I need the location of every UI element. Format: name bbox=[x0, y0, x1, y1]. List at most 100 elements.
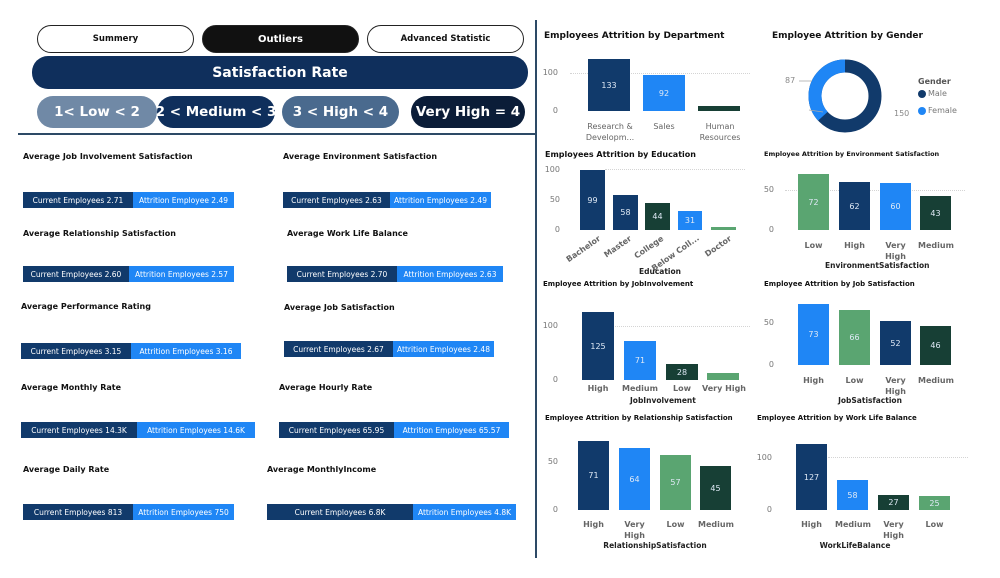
x-label: Bachelor bbox=[564, 234, 603, 265]
current-employees-value: Current Employees 2.70 bbox=[287, 266, 397, 282]
female-count-label: 87 bbox=[785, 76, 796, 85]
bar-human-resources[interactable] bbox=[698, 106, 740, 111]
bar-high[interactable]: 125 bbox=[582, 312, 614, 380]
metric-title: Average MonthlyIncome bbox=[267, 465, 377, 474]
bar-doctor[interactable] bbox=[711, 227, 736, 230]
legend-label: Male bbox=[928, 89, 947, 98]
bar-medium[interactable]: 46 bbox=[920, 326, 951, 365]
current-employees-value: Current Employees 14.3K bbox=[21, 422, 137, 438]
legend-dot bbox=[918, 89, 926, 98]
x-label: High bbox=[801, 520, 822, 529]
tab-outliers[interactable]: Outliers bbox=[202, 25, 359, 53]
chart-title: Employee Attrition by Environment Satisf… bbox=[764, 150, 940, 158]
bar-low[interactable]: 72 bbox=[798, 174, 829, 230]
current-employees-value: Current Employees 2.63 bbox=[283, 192, 390, 208]
x-label: Doctor bbox=[703, 234, 734, 259]
chart-title: Employees Attrition by Education bbox=[545, 150, 696, 159]
chart-title: Employees Attrition by Department bbox=[544, 31, 725, 41]
x-axis-title: RelationshipSatisfaction bbox=[603, 541, 707, 550]
level-low: 1< Low < 2 bbox=[37, 96, 157, 128]
chart-title: Employee Attrition by JobInvolvement bbox=[543, 280, 694, 288]
y-tick: 100 bbox=[756, 453, 772, 462]
bar-high[interactable]: 71 bbox=[578, 441, 609, 510]
bar-sales[interactable]: 92 bbox=[643, 75, 685, 111]
attrition-employees-value: Attrition Employee 2.49 bbox=[133, 192, 234, 208]
x-label: Medium bbox=[835, 520, 871, 529]
bar-very-high[interactable]: 60 bbox=[880, 183, 911, 230]
current-employees-value: Current Employees 65.95 bbox=[279, 422, 394, 438]
y-tick: 0 bbox=[552, 505, 558, 514]
gridline bbox=[605, 169, 745, 170]
x-axis-title: Education bbox=[639, 267, 681, 276]
level-medium: 2 < Medium < 3 bbox=[156, 96, 276, 128]
bar-very-high[interactable]: 64 bbox=[619, 448, 650, 510]
y-tick: 0 bbox=[768, 360, 774, 369]
x-label: Very High bbox=[885, 241, 906, 261]
x-label: Low bbox=[925, 520, 944, 529]
bar-very-high[interactable] bbox=[707, 373, 739, 380]
metric-title: Average Job Satisfaction bbox=[284, 303, 395, 312]
metric-title: Average Job Involvement Satisfaction bbox=[23, 152, 193, 161]
y-tick: 50 bbox=[547, 457, 558, 466]
tab-advanced-statistic[interactable]: Advanced Statistic bbox=[367, 25, 524, 53]
metric-bar: Current Employees 6.8K Attrition Employe… bbox=[267, 504, 516, 520]
x-label: High bbox=[844, 241, 865, 250]
metric-title: Average Daily Rate bbox=[23, 465, 110, 474]
x-label: Very High bbox=[883, 520, 904, 540]
legend-female[interactable]: Female bbox=[918, 106, 957, 115]
gridline bbox=[615, 326, 750, 327]
attrition-employees-value: Attrition Employees 4.8K bbox=[413, 504, 516, 520]
bar-medium[interactable]: 58 bbox=[837, 480, 868, 510]
legend-male[interactable]: Male bbox=[918, 89, 947, 98]
bar-low[interactable]: 57 bbox=[660, 455, 691, 510]
bar-medium[interactable]: 43 bbox=[920, 196, 951, 230]
satisfaction-rate-title: Satisfaction Rate bbox=[32, 56, 528, 89]
bar-low[interactable]: 66 bbox=[839, 310, 870, 365]
x-label: Low bbox=[845, 376, 864, 385]
bar-medium[interactable]: 45 bbox=[700, 466, 731, 510]
current-employees-value: Current Employees 2.71 bbox=[23, 192, 133, 208]
y-tick: 50 bbox=[549, 195, 560, 204]
bar-low[interactable]: 25 bbox=[919, 496, 950, 510]
bar-high[interactable]: 73 bbox=[798, 304, 829, 365]
legend-title: Gender bbox=[918, 77, 951, 86]
x-label: Very High bbox=[702, 384, 746, 393]
x-label: Very High bbox=[885, 376, 906, 396]
metric-bar: Current Employees 2.71 Attrition Employe… bbox=[23, 192, 234, 208]
current-employees-value: Current Employees 813 bbox=[23, 504, 133, 520]
attrition-employees-value: Attrition Employees 65.57 bbox=[394, 422, 509, 438]
bar-very-high[interactable]: 27 bbox=[878, 495, 909, 510]
bar-college[interactable]: 44 bbox=[645, 203, 670, 230]
metric-bar: Current Employees 65.95 Attrition Employ… bbox=[279, 422, 509, 438]
chart-title: Employee Attrition by Gender bbox=[772, 31, 923, 41]
bar-high[interactable]: 127 bbox=[796, 444, 827, 510]
bar-high[interactable]: 62 bbox=[839, 182, 870, 230]
metric-bar: Current Employees 2.67 Attrition Employe… bbox=[284, 341, 494, 357]
x-label: High bbox=[587, 384, 609, 393]
x-label: High bbox=[583, 520, 604, 529]
tab-summery[interactable]: Summery bbox=[37, 25, 194, 53]
metric-bar: Current Employees 813 Attrition Employee… bbox=[23, 504, 234, 520]
attrition-employees-value: Attrition Employees 2.57 bbox=[129, 266, 234, 282]
current-employees-value: Current Employees 6.8K bbox=[267, 504, 413, 520]
legend-dot bbox=[918, 106, 926, 115]
current-employees-value: Current Employees 2.60 bbox=[23, 266, 129, 282]
bar-below-college[interactable]: 31 bbox=[678, 211, 702, 230]
attrition-employees-value: Attrition Employees 3.16 bbox=[131, 343, 241, 359]
y-tick: 50 bbox=[763, 318, 774, 327]
bar-research[interactable]: 133 bbox=[588, 59, 630, 111]
x-label: Sales bbox=[653, 122, 675, 131]
bar-bachelor[interactable]: 99 bbox=[580, 170, 605, 230]
attrition-employees-value: Attrition Employees 14.6K bbox=[137, 422, 255, 438]
donut-chart[interactable] bbox=[805, 56, 895, 136]
bar-low[interactable]: 28 bbox=[666, 364, 698, 380]
x-label: Medium bbox=[622, 384, 658, 393]
horizontal-divider bbox=[18, 133, 536, 135]
x-label: Human Resources bbox=[699, 122, 741, 142]
current-employees-value: Current Employees 3.15 bbox=[21, 343, 131, 359]
x-axis-title: WorkLifeBalance bbox=[819, 541, 891, 550]
vertical-divider bbox=[535, 20, 537, 558]
bar-medium[interactable]: 71 bbox=[624, 341, 656, 380]
bar-master[interactable]: 58 bbox=[613, 195, 638, 230]
bar-very-high[interactable]: 52 bbox=[880, 321, 911, 365]
